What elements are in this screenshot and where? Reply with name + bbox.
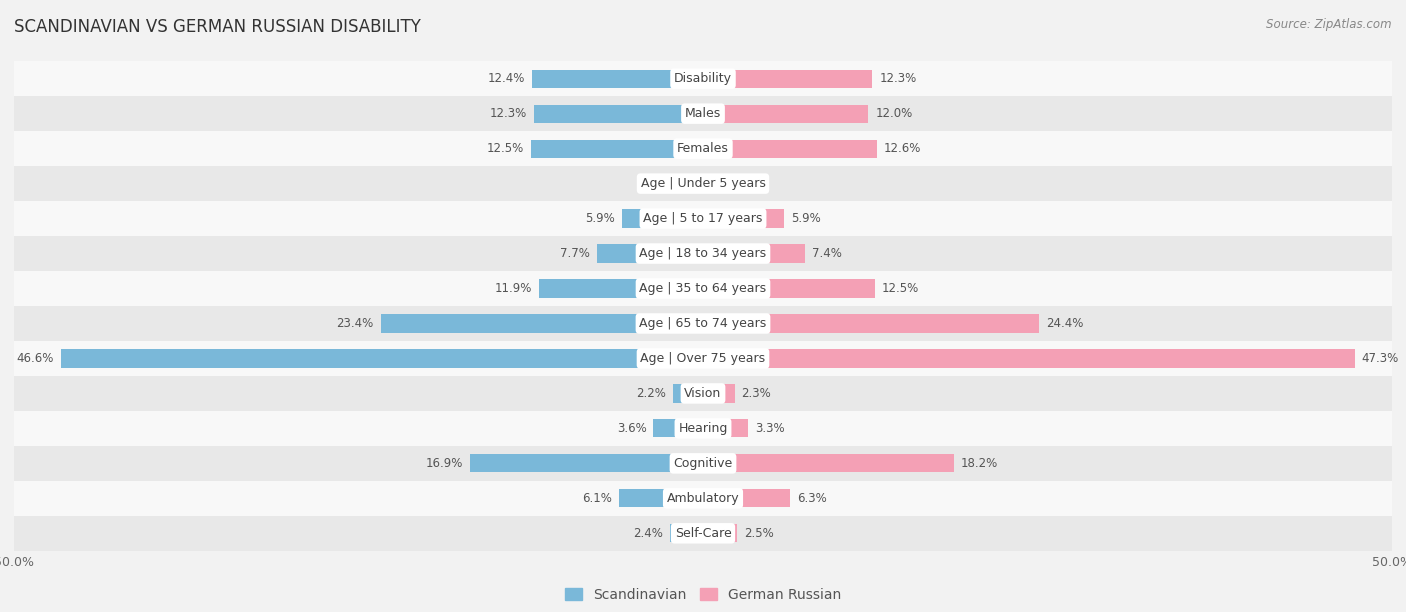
Text: 12.0%: 12.0% — [875, 107, 912, 120]
Text: 5.9%: 5.9% — [792, 212, 821, 225]
Text: 6.3%: 6.3% — [797, 492, 827, 505]
Bar — [703, 140, 876, 158]
Text: Vision: Vision — [685, 387, 721, 400]
Text: Cognitive: Cognitive — [673, 457, 733, 470]
Text: 47.3%: 47.3% — [1361, 352, 1399, 365]
Bar — [531, 140, 703, 158]
Text: 12.5%: 12.5% — [882, 282, 920, 295]
Bar — [14, 166, 1392, 201]
Text: 16.9%: 16.9% — [426, 457, 463, 470]
Text: 12.3%: 12.3% — [489, 107, 527, 120]
Bar — [682, 174, 703, 193]
Text: 2.4%: 2.4% — [633, 527, 664, 540]
Bar — [14, 411, 1392, 446]
Text: 12.3%: 12.3% — [879, 72, 917, 85]
Bar — [533, 105, 703, 123]
Bar — [703, 524, 738, 542]
Bar — [14, 516, 1392, 551]
Text: 3.6%: 3.6% — [617, 422, 647, 435]
Text: Ambulatory: Ambulatory — [666, 492, 740, 505]
Bar — [14, 201, 1392, 236]
Bar — [14, 61, 1392, 96]
Text: 12.4%: 12.4% — [488, 72, 526, 85]
Bar — [703, 244, 806, 263]
Bar — [14, 131, 1392, 166]
Bar — [14, 446, 1392, 481]
Bar — [703, 174, 725, 193]
Text: Age | 35 to 64 years: Age | 35 to 64 years — [640, 282, 766, 295]
Bar — [703, 105, 869, 123]
Bar — [703, 349, 1355, 368]
Bar — [598, 244, 703, 263]
Bar — [14, 96, 1392, 131]
Text: Self-Care: Self-Care — [675, 527, 731, 540]
Bar — [703, 209, 785, 228]
Text: 11.9%: 11.9% — [495, 282, 531, 295]
Text: Hearing: Hearing — [678, 422, 728, 435]
Text: 2.2%: 2.2% — [636, 387, 666, 400]
Bar — [14, 481, 1392, 516]
Bar — [621, 209, 703, 228]
Text: Age | 18 to 34 years: Age | 18 to 34 years — [640, 247, 766, 260]
Bar — [703, 384, 735, 403]
Text: 7.4%: 7.4% — [811, 247, 842, 260]
Text: 2.3%: 2.3% — [741, 387, 772, 400]
Bar — [672, 384, 703, 403]
Text: 12.5%: 12.5% — [486, 142, 524, 155]
Bar — [14, 341, 1392, 376]
Bar — [703, 454, 953, 472]
Text: 7.7%: 7.7% — [560, 247, 591, 260]
Text: 23.4%: 23.4% — [336, 317, 374, 330]
Text: 1.5%: 1.5% — [645, 177, 675, 190]
Bar — [703, 70, 873, 88]
Bar — [14, 271, 1392, 306]
Text: Age | Under 5 years: Age | Under 5 years — [641, 177, 765, 190]
Text: 6.1%: 6.1% — [582, 492, 612, 505]
Text: Disability: Disability — [673, 72, 733, 85]
Text: 1.6%: 1.6% — [733, 177, 762, 190]
Text: 5.9%: 5.9% — [585, 212, 614, 225]
Text: 3.3%: 3.3% — [755, 422, 785, 435]
Bar — [14, 306, 1392, 341]
Text: Age | Over 75 years: Age | Over 75 years — [641, 352, 765, 365]
Bar — [381, 315, 703, 332]
Bar — [703, 315, 1039, 332]
Bar — [538, 280, 703, 297]
Text: 2.5%: 2.5% — [744, 527, 775, 540]
Text: 12.6%: 12.6% — [883, 142, 921, 155]
Bar — [619, 489, 703, 507]
Bar — [470, 454, 703, 472]
Text: SCANDINAVIAN VS GERMAN RUSSIAN DISABILITY: SCANDINAVIAN VS GERMAN RUSSIAN DISABILIT… — [14, 18, 420, 36]
Bar — [703, 280, 875, 297]
Text: Males: Males — [685, 107, 721, 120]
Bar — [60, 349, 703, 368]
Text: 18.2%: 18.2% — [960, 457, 998, 470]
Text: Age | 5 to 17 years: Age | 5 to 17 years — [644, 212, 762, 225]
Bar — [14, 376, 1392, 411]
Bar — [14, 236, 1392, 271]
Legend: Scandinavian, German Russian: Scandinavian, German Russian — [560, 583, 846, 608]
Text: Age | 65 to 74 years: Age | 65 to 74 years — [640, 317, 766, 330]
Text: 46.6%: 46.6% — [17, 352, 53, 365]
Bar — [703, 489, 790, 507]
Bar — [703, 419, 748, 438]
Text: Source: ZipAtlas.com: Source: ZipAtlas.com — [1267, 18, 1392, 31]
Bar — [669, 524, 703, 542]
Bar — [531, 70, 703, 88]
Text: 24.4%: 24.4% — [1046, 317, 1084, 330]
Bar — [654, 419, 703, 438]
Text: Females: Females — [678, 142, 728, 155]
